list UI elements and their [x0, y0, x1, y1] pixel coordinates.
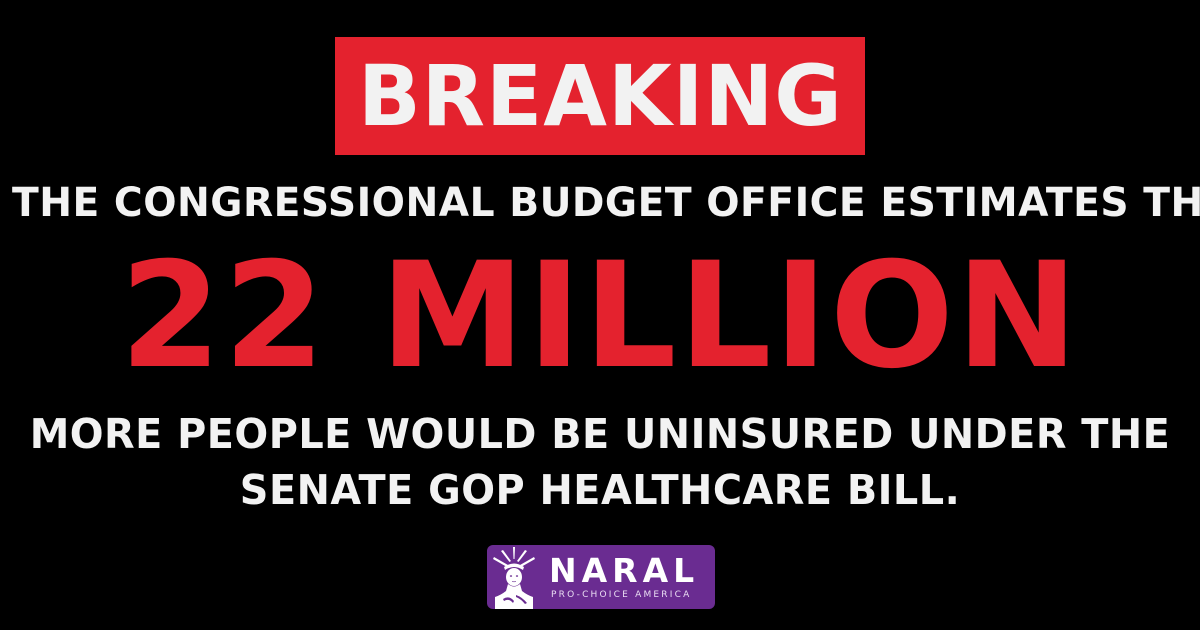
headline-figure: 22 MILLION: [119, 231, 1081, 401]
outro-text-line-2: SENATE GOP HEALTHCARE BILL.: [239, 466, 961, 514]
logo-tagline: PRO-CHOICE AMERICA: [551, 590, 692, 600]
breaking-badge: BREAKING: [335, 37, 865, 155]
statue-of-liberty-icon: [489, 545, 539, 609]
naral-logo: NARAL PRO-CHOICE AMERICA: [487, 545, 715, 609]
intro-text: THE CONGRESSIONAL BUDGET OFFICE ESTIMATE…: [12, 180, 1200, 226]
logo-name: NARAL: [549, 551, 700, 590]
outro-text-line-1: MORE PEOPLE WOULD BE UNINSURED UNDER THE: [29, 410, 1171, 458]
breaking-label: BREAKING: [357, 47, 843, 145]
logo-text-group: NARAL PRO-CHOICE AMERICA: [549, 554, 699, 600]
